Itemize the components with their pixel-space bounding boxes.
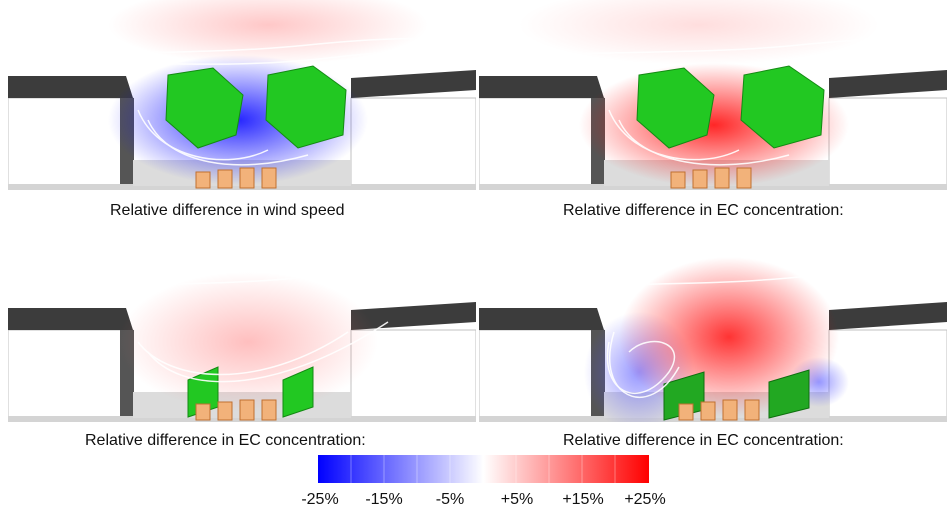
right-building-roof: [351, 302, 476, 330]
right-building-roof: [351, 70, 476, 98]
panel-wind-speed-caption: Relative difference in wind speed: [110, 202, 345, 219]
right-building-roof: [829, 302, 947, 330]
tree-crown-right: [265, 65, 347, 149]
left-building-roof: [8, 76, 133, 98]
color-scale-bar: [318, 455, 649, 483]
panel-ec-concentration-2: [8, 232, 476, 422]
color-scale-dividers: [350, 455, 616, 483]
left-building-roof: [479, 308, 604, 330]
color-scale-tick: +15%: [562, 491, 604, 508]
color-scale-tick: -25%: [301, 491, 339, 508]
streamlines: [8, 269, 476, 383]
barrier-right: [768, 369, 810, 419]
color-scale-tick: -5%: [435, 491, 465, 508]
traffic-sources: [195, 167, 277, 189]
traffic-sources: [678, 399, 760, 421]
right-building: [828, 97, 947, 190]
hedge-right: [282, 366, 314, 418]
positive-region: [108, 0, 428, 65]
panel-ec-concentration-1: [479, 0, 947, 190]
color-scale-tick: +25%: [624, 491, 666, 508]
streamlines: [8, 37, 476, 166]
left-building: [8, 329, 134, 422]
panel-ec-concentration-2-graphic: [8, 269, 476, 422]
tree-crown-left: [636, 67, 715, 149]
panel-ec-concentration-3: [479, 232, 947, 422]
right-building: [350, 329, 476, 422]
tree-crown-left: [165, 67, 244, 149]
street-ground: [479, 184, 947, 190]
panel-wind-speed: [8, 0, 476, 190]
panel-ec-concentration-3-caption: Relative difference in EC concentration:: [563, 432, 844, 449]
traffic-sources: [195, 399, 277, 421]
panel-ec-concentration-2-caption: Relative difference in EC concentration:: [85, 432, 366, 449]
color-scale-gradient: [318, 455, 649, 483]
color-scale-tick: -15%: [365, 491, 403, 508]
traffic-sources: [670, 167, 752, 189]
left-building-roof: [8, 308, 133, 330]
panel-ec-concentration-3-graphic: [479, 257, 947, 422]
panel-wind-speed-graphic: [8, 0, 476, 190]
panel-ec-concentration-1-caption: Relative difference in EC concentration:: [563, 202, 844, 219]
left-building-roof: [479, 76, 604, 98]
positive-region-soft: [519, 0, 879, 65]
color-scale-tick: +5%: [500, 491, 534, 508]
streamlines: [479, 269, 947, 398]
panel-ec-concentration-1-graphic: [479, 0, 947, 190]
streamlines: [479, 37, 947, 166]
positive-region: [118, 272, 378, 412]
right-building-roof: [829, 70, 947, 98]
tree-crown-right: [740, 65, 825, 149]
right-building: [350, 97, 476, 190]
